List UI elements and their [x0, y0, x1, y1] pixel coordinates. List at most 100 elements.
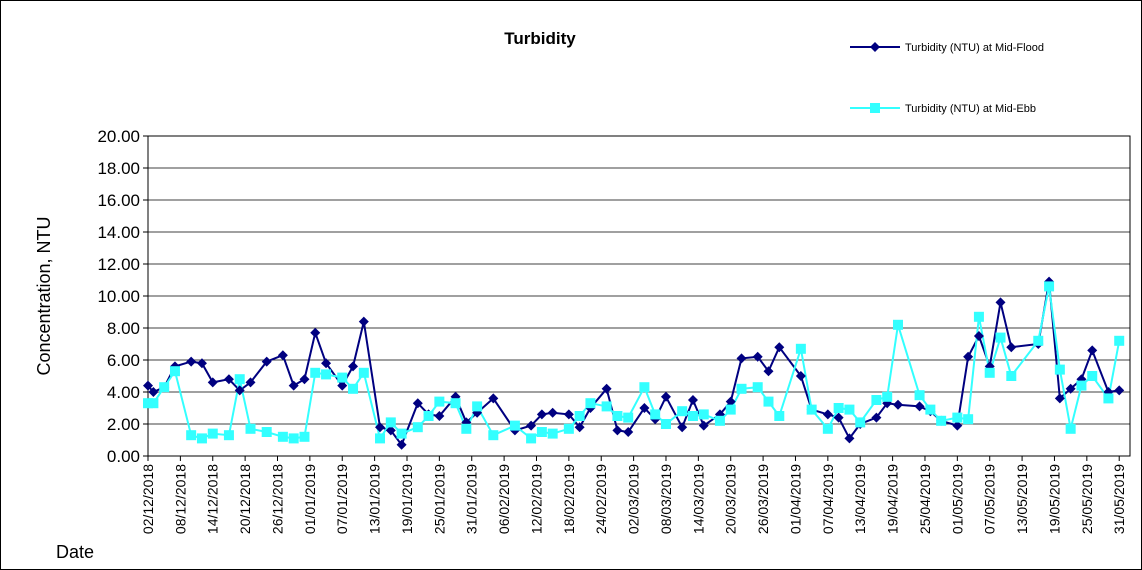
data-point — [261, 427, 272, 437]
data-point — [1054, 393, 1065, 404]
x-tick-label: 14/03/2019 — [690, 464, 706, 534]
data-point — [774, 411, 785, 421]
data-point — [763, 396, 774, 407]
x-tick-label: 18/02/2019 — [561, 464, 577, 534]
data-point — [660, 391, 671, 402]
x-tick-label: 13/05/2019 — [1014, 464, 1030, 534]
data-point — [143, 380, 153, 391]
x-tick-label: 25/04/2019 — [917, 464, 933, 534]
data-point — [196, 433, 207, 444]
data-point — [574, 411, 585, 421]
data-point — [612, 425, 623, 436]
x-tick-label: 24/02/2019 — [593, 464, 609, 534]
data-point — [623, 427, 634, 437]
data-point — [385, 425, 396, 436]
data-point — [1044, 281, 1055, 292]
data-point — [509, 420, 520, 431]
data-point — [337, 380, 348, 391]
legend-marker — [870, 42, 880, 52]
data-point — [585, 398, 596, 409]
data-point — [563, 423, 574, 434]
y-axis-label: Concentration, NTU — [34, 216, 54, 375]
x-tick-label: 25/01/2019 — [431, 464, 447, 534]
data-point — [348, 383, 359, 394]
y-tick-label: 18.00 — [97, 159, 140, 178]
x-tick-label: 01/04/2019 — [787, 464, 803, 534]
data-point — [1114, 385, 1125, 396]
data-point — [299, 374, 310, 385]
data-point — [348, 361, 359, 372]
data-point — [752, 382, 763, 393]
x-tick-label: 31/05/2019 — [1111, 464, 1127, 534]
plot-frame — [147, 135, 1131, 457]
data-point — [223, 430, 234, 441]
data-point — [833, 403, 844, 413]
data-point — [526, 433, 537, 444]
legend-item: Turbidity (NTU) at Mid-Flood — [850, 42, 1044, 54]
x-tick-label: 06/02/2019 — [496, 464, 512, 534]
data-point — [639, 403, 650, 413]
data-point — [207, 428, 218, 439]
data-point — [148, 398, 159, 409]
data-point — [936, 415, 947, 426]
data-point — [261, 356, 272, 367]
data-point — [1103, 393, 1114, 404]
data-point — [833, 412, 844, 423]
data-point — [547, 428, 558, 439]
x-tick-label: 31/01/2019 — [464, 464, 480, 534]
data-point — [1006, 342, 1017, 353]
data-point — [288, 433, 299, 444]
y-tick-label: 2.00 — [107, 415, 140, 434]
x-tick-label: 08/03/2019 — [658, 464, 674, 534]
data-point — [650, 409, 661, 420]
data-point — [299, 431, 310, 442]
data-point — [963, 414, 974, 425]
data-point — [488, 393, 499, 404]
data-point — [196, 358, 207, 369]
data-point — [385, 417, 396, 428]
data-point — [434, 396, 445, 407]
data-point — [375, 433, 386, 444]
data-point — [698, 420, 709, 431]
data-point — [795, 371, 806, 381]
data-point — [412, 398, 423, 409]
x-tick-label: 01/01/2019 — [302, 464, 318, 534]
x-tick-label: 07/05/2019 — [982, 464, 998, 534]
data-point — [488, 430, 499, 441]
legend-item: Turbidity (NTU) at Mid-Ebb — [850, 103, 1036, 115]
data-point — [892, 319, 903, 330]
x-tick-label: 02/03/2019 — [626, 464, 642, 534]
data-point — [1054, 364, 1065, 375]
x-tick-label: 19/01/2019 — [399, 464, 415, 534]
data-point — [623, 412, 634, 423]
y-tick-label: 20.00 — [97, 127, 140, 146]
data-point — [423, 411, 434, 421]
data-point — [396, 439, 407, 450]
legend-label: Turbidity (NTU) at Mid-Flood — [905, 42, 1044, 54]
data-point — [1065, 423, 1076, 434]
data-point — [995, 332, 1006, 343]
data-point — [434, 411, 445, 421]
data-point — [973, 311, 984, 322]
data-point — [277, 431, 288, 442]
data-point — [677, 406, 688, 417]
data-point — [574, 422, 585, 433]
data-point — [547, 407, 558, 418]
data-point — [358, 316, 369, 327]
data-point — [660, 419, 671, 429]
data-point — [277, 350, 288, 361]
data-point — [822, 409, 833, 420]
data-point — [1033, 335, 1044, 346]
data-point — [687, 411, 698, 421]
x-tick-label: 20/03/2019 — [723, 464, 739, 534]
y-tick-label: 12.00 — [97, 255, 140, 274]
data-point — [358, 367, 369, 378]
data-point — [871, 395, 882, 405]
data-point — [806, 404, 817, 415]
data-point — [1114, 335, 1125, 346]
data-point — [844, 433, 855, 444]
data-point — [310, 327, 321, 338]
data-point — [736, 383, 747, 394]
